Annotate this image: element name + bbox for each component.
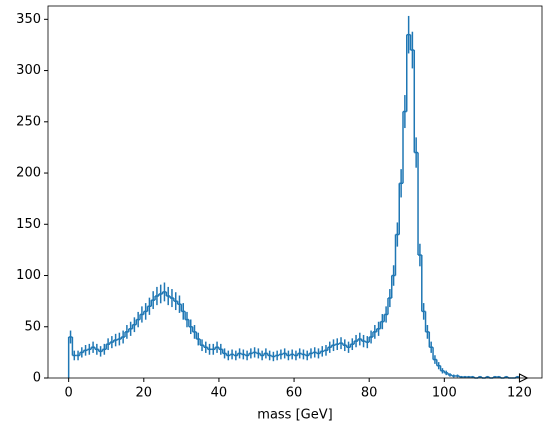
x-tick-label: 100 (432, 386, 457, 401)
y-tick-label: 100 (16, 268, 41, 283)
x-tick-label: 20 (136, 386, 153, 401)
y-tick-label: 350 (16, 12, 41, 27)
y-tick-label: 300 (16, 63, 41, 78)
x-tick-label: 40 (211, 386, 228, 401)
y-tick-label: 250 (16, 114, 41, 129)
x-tick-label: 80 (361, 386, 378, 401)
x-tick-label: 120 (507, 386, 532, 401)
x-tick-label: 60 (286, 386, 303, 401)
y-tick-label: 50 (24, 319, 41, 334)
x-axis-label: mass [GeV] (257, 408, 332, 423)
y-tick-label: 0 (33, 371, 41, 386)
y-tick-label: 150 (16, 217, 41, 232)
plot-frame (47, 5, 543, 379)
x-tick-label: 0 (65, 386, 73, 401)
y-tick-label: 200 (16, 166, 41, 181)
